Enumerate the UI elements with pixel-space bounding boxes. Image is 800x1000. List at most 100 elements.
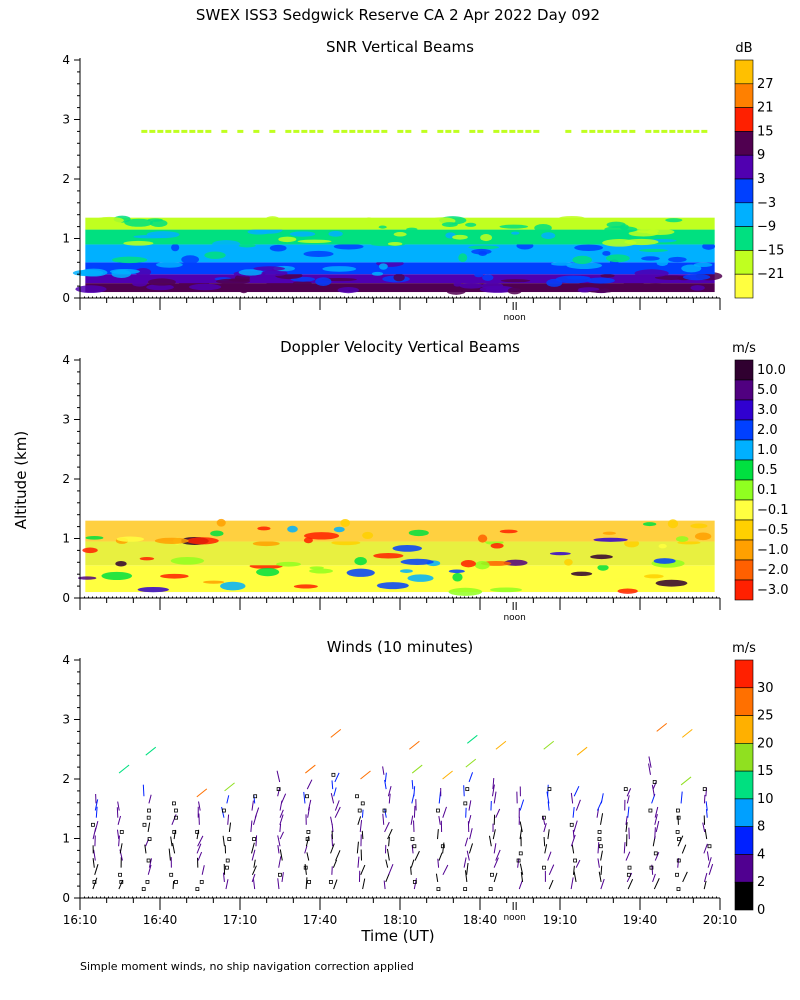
snr-layer-cell	[373, 129, 380, 133]
x-tick-label: 18:40	[463, 913, 498, 927]
y-tick-label: 3	[62, 413, 70, 427]
wind-barb	[224, 782, 235, 792]
snr-layer-cell	[653, 129, 660, 133]
heatmap-blob	[123, 240, 154, 246]
heatmap-blob	[448, 587, 483, 596]
wind-barb	[547, 829, 550, 840]
colorbar-label: 10	[757, 792, 774, 807]
wind-barb	[227, 814, 230, 825]
colorbar-label: 0	[757, 903, 765, 918]
wind-barb	[116, 807, 119, 818]
heatmap-blob	[453, 282, 462, 287]
wind-barb	[197, 851, 203, 861]
heatmap-blob	[644, 574, 664, 579]
wind-barb	[492, 784, 495, 797]
wind-calm-marker	[91, 822, 95, 827]
heatmap-blob	[362, 531, 374, 539]
wind-calm-marker	[382, 808, 387, 813]
heatmap-blob	[602, 531, 616, 535]
colorbar-label: −9	[757, 220, 776, 235]
wind-barb	[356, 841, 359, 854]
snr-layer-cell	[317, 129, 324, 133]
colorbar-label: 15	[757, 764, 774, 779]
wind-barb	[251, 800, 254, 811]
heatmap-blob	[387, 242, 403, 246]
wind-barb	[570, 834, 576, 847]
wind-barb	[438, 852, 443, 861]
wind-barb	[94, 799, 99, 811]
wind-barb	[253, 879, 256, 890]
wind-calm-marker	[412, 844, 417, 849]
figure-title: SWEX ISS3 Sedgwick Reserve CA 2 Apr 2022…	[196, 6, 600, 24]
snr-layer-cell	[677, 129, 684, 133]
wind-barb	[648, 763, 651, 775]
snr-layer-cell	[693, 129, 700, 133]
heatmap-blob	[642, 522, 657, 527]
wind-barb	[306, 852, 310, 861]
snr-layer-cell	[589, 129, 596, 133]
heatmap-blob	[333, 526, 345, 533]
wind-barb	[118, 764, 130, 774]
heatmap-blob	[308, 285, 344, 292]
snr-layer-cell	[629, 129, 636, 133]
colorbar-label: −3.0	[757, 583, 789, 598]
heatmap-blob	[534, 223, 552, 232]
y-tick-label: 0	[62, 291, 70, 305]
wind-barb	[228, 822, 232, 833]
wind-barb	[468, 843, 474, 854]
colorbar-segment	[734, 419, 754, 441]
colorbar-segment	[734, 250, 754, 275]
wind-barb	[704, 829, 708, 840]
colorbar-segment	[734, 131, 754, 156]
heatmap-band	[85, 262, 715, 275]
wind-barb	[493, 857, 499, 868]
wind-calm-marker	[146, 858, 151, 863]
wind-calm-marker	[225, 858, 230, 863]
wind-calm-marker	[92, 880, 97, 884]
wind-calm-marker	[676, 858, 681, 863]
colorbar-label: 8	[757, 820, 765, 835]
wind-barb	[409, 740, 420, 750]
y-tick-label: 1	[62, 232, 70, 246]
heatmap-blob	[634, 269, 669, 278]
snr-layer-cell	[445, 129, 452, 133]
heatmap-blob	[702, 242, 716, 250]
wind-barb	[519, 799, 525, 811]
colorbar-label: 0.5	[757, 463, 778, 478]
heatmap-blob	[600, 273, 615, 278]
heatmap-blob	[139, 556, 155, 561]
wind-barb	[573, 820, 578, 833]
wind-calm-marker	[412, 880, 417, 884]
heatmap-blob	[278, 236, 297, 243]
colorbar-label: 2	[757, 875, 765, 890]
snr-layer-cell	[421, 129, 428, 133]
wind-calm-marker	[569, 822, 574, 827]
snr-layer-cell	[181, 129, 188, 133]
colorbar-segment	[734, 439, 754, 461]
heatmap-blob	[653, 558, 676, 564]
heatmap-blob	[238, 269, 264, 276]
heatmap-blob	[572, 255, 593, 265]
heatmap-blob	[94, 216, 124, 224]
wind-barb	[437, 829, 439, 840]
wind-barb	[600, 813, 604, 825]
wind-calm-marker	[141, 887, 146, 891]
heatmap-blob	[400, 558, 434, 565]
wind-barb	[597, 858, 600, 868]
heatmap-blob	[459, 282, 484, 289]
wind-barb	[705, 809, 708, 818]
wind-barb	[600, 793, 604, 804]
wind-calm-marker	[516, 858, 521, 863]
wind-barb	[520, 871, 524, 882]
wind-calm-marker	[597, 837, 602, 841]
y-tick-label: 2	[62, 772, 70, 786]
heatmap-blob	[511, 231, 520, 235]
heatmap-blob	[309, 568, 333, 574]
wind-barb	[572, 807, 575, 818]
wind-calm-marker	[463, 887, 468, 891]
snr-layer-cell	[621, 129, 628, 133]
heatmap-blob	[210, 530, 224, 537]
heatmap-blob	[682, 274, 711, 281]
wind-barb	[333, 787, 337, 797]
